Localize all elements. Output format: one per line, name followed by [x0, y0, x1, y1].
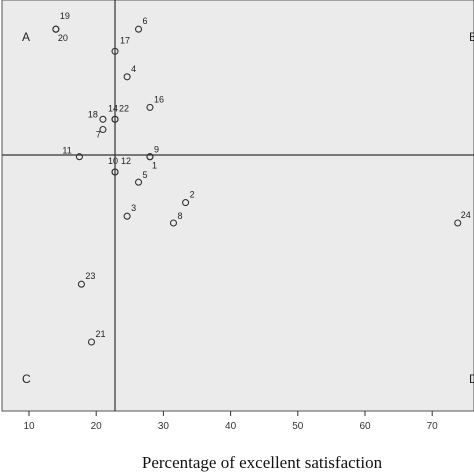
- point-label-12: 12: [121, 156, 131, 166]
- data-point-20: [52, 25, 60, 33]
- point-label-11: 11: [62, 146, 71, 156]
- x-tick-label: 30: [158, 421, 170, 432]
- point-label-18: 18: [88, 109, 98, 119]
- quadrant-label-a: A: [22, 30, 30, 44]
- point-label-21: 21: [95, 329, 105, 339]
- data-point-11: [75, 153, 83, 161]
- point-label-24: 24: [461, 210, 471, 220]
- x-axis-title: Percentage of excellent satisfaction: [142, 453, 383, 472]
- point-label-19: 19: [60, 11, 70, 21]
- quadrant-label-b: B: [469, 30, 474, 44]
- x-tick-label: 60: [359, 421, 371, 432]
- data-point-3: [123, 212, 131, 220]
- data-point-24: [454, 219, 462, 227]
- data-point-7: [99, 125, 107, 134]
- x-tick-label: 10: [23, 421, 35, 432]
- data-point-21: [87, 338, 96, 346]
- point-label-10: 10: [108, 156, 118, 166]
- point-label-6: 6: [143, 16, 148, 26]
- data-point-4: [123, 73, 131, 81]
- data-point-2: [182, 199, 190, 207]
- x-tick-label: 70: [427, 421, 439, 432]
- data-point-23: [77, 280, 85, 288]
- point-label-3: 3: [131, 203, 136, 213]
- point-label-16: 16: [154, 94, 164, 104]
- point-label-4: 4: [131, 64, 136, 74]
- point-label-5: 5: [143, 170, 148, 180]
- x-tick-label: 40: [225, 421, 237, 432]
- data-point-22: [111, 115, 119, 123]
- data-point-16: [146, 103, 154, 111]
- point-label-1: 1: [152, 161, 157, 171]
- point-label-7: 7: [96, 130, 101, 140]
- x-tick-label: 50: [292, 421, 304, 432]
- point-label-22: 22: [119, 103, 129, 113]
- plot-area: [1, 0, 474, 412]
- data-point-8: [169, 219, 178, 227]
- point-label-9: 9: [154, 145, 159, 155]
- x-tick-label: 20: [91, 421, 103, 432]
- point-label-2: 2: [190, 190, 195, 200]
- point-label-20: 20: [58, 33, 68, 43]
- point-label-8: 8: [177, 211, 182, 221]
- data-point-17: [111, 47, 119, 55]
- data-point-18: [99, 115, 107, 123]
- point-label-23: 23: [85, 271, 95, 281]
- data-point-5: [134, 178, 143, 186]
- point-label-14: 14: [108, 103, 118, 113]
- data-point-1: [146, 153, 154, 161]
- point-label-17: 17: [120, 35, 130, 45]
- data-point-12: [111, 168, 119, 176]
- quadrant-label-c: C: [22, 372, 31, 386]
- quadrant-label-d: D: [469, 372, 474, 386]
- data-point-6: [134, 25, 143, 33]
